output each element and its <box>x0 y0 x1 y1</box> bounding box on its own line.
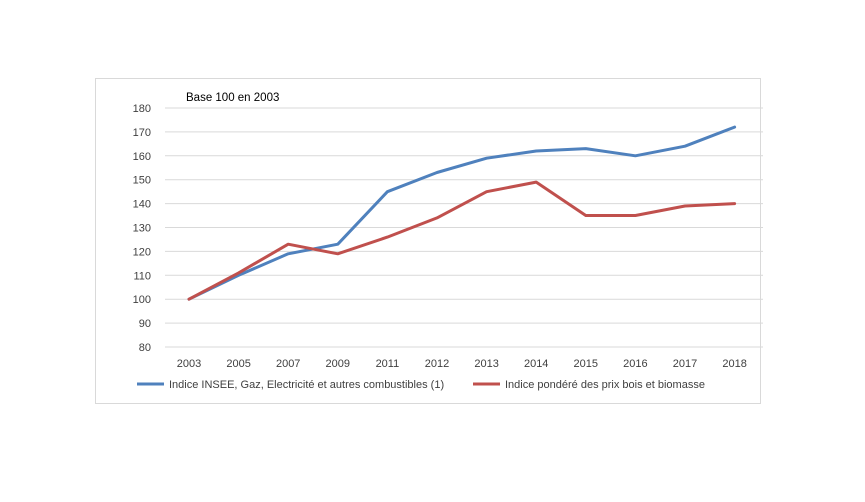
x-axis-ticks: 2003 2005 2007 2009 2011 2012 2013 2014 2015 2016… <box>177 358 747 370</box>
y-tick-label-100: 100 <box>133 294 151 306</box>
y-tick-label-90: 90 <box>139 318 151 330</box>
chart-annotation: Base 100 en 2003 <box>186 92 279 104</box>
x-tick-label-2016: 2016 <box>623 358 647 370</box>
x-tick-label-2014: 2014 <box>524 358 548 370</box>
y-tick-label-140: 140 <box>133 199 151 211</box>
y-tick-label-180: 180 <box>133 103 151 115</box>
x-tick-label-2015: 2015 <box>574 358 598 370</box>
y-tick-label-150: 150 <box>133 175 151 187</box>
series-lines <box>187 125 737 301</box>
y-axis-ticks: 80 90 100 110 120 130 140 150 160 170 180 <box>133 103 151 354</box>
y-tick-label-130: 130 <box>133 223 151 235</box>
y-tick-label-110: 110 <box>133 270 151 282</box>
gridlines <box>165 107 763 348</box>
x-tick-label-2005: 2005 <box>226 358 250 370</box>
legend-label-1: Indice INSEE, Gaz, Electricité et autres… <box>169 379 444 391</box>
y-tick-label-170: 170 <box>133 127 151 139</box>
x-tick-label-2012: 2012 <box>425 358 449 370</box>
x-tick-label-2018: 2018 <box>722 358 746 370</box>
series-line-2 <box>187 180 737 301</box>
y-tick-label-80: 80 <box>139 342 151 354</box>
x-tick-label-2003: 2003 <box>177 358 201 370</box>
series-line-1 <box>187 125 737 301</box>
x-tick-label-2011: 2011 <box>376 358 400 370</box>
x-tick-label-2017: 2017 <box>673 358 697 370</box>
x-tick-label-2013: 2013 <box>474 358 498 370</box>
y-tick-label-160: 160 <box>133 151 151 163</box>
legend: Indice INSEE, Gaz, Electricité et autres… <box>137 379 705 391</box>
legend-label-2: Indice pondéré des prix bois et biomasse <box>505 379 705 391</box>
y-tick-label-120: 120 <box>133 246 151 258</box>
x-tick-label-2009: 2009 <box>326 358 350 370</box>
x-tick-label-2007: 2007 <box>276 358 300 370</box>
